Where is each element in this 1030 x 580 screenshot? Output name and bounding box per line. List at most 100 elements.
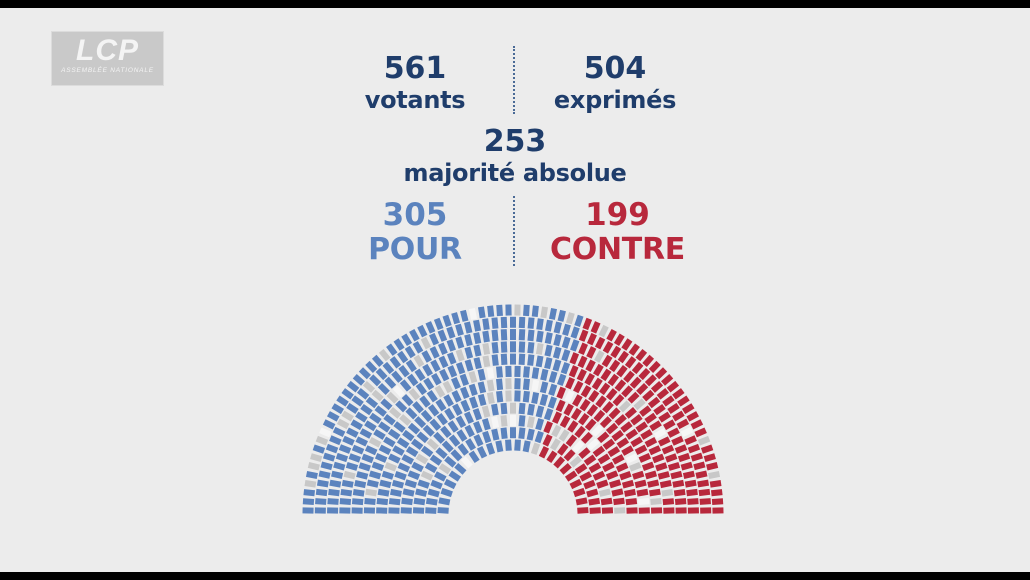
hemicycle-seat — [518, 329, 526, 341]
hemicycle-seat — [681, 403, 695, 415]
hemicycle-seat — [522, 440, 531, 453]
hemicycle-seat — [586, 332, 597, 346]
hemicycle-seat — [496, 390, 504, 403]
hemicycle-seat — [413, 354, 425, 368]
hemicycle-seat — [670, 470, 683, 480]
hemicycle-seat — [579, 398, 591, 412]
hemicycle-seat — [634, 479, 647, 489]
hemicycle-seat — [661, 489, 674, 497]
hemicycle-seat — [459, 373, 470, 387]
hemicycle-seat — [482, 343, 491, 355]
hemicycle-seat — [315, 488, 328, 497]
hemicycle-seat — [536, 318, 544, 331]
hemicycle-seat — [369, 412, 382, 424]
hemicycle-seat — [708, 470, 721, 480]
hemicycle-seat — [672, 479, 685, 488]
hemicycle-seat — [686, 411, 699, 422]
hemicycle-seat — [413, 497, 426, 506]
hemicycle-seat — [482, 430, 492, 444]
hemicycle-seat — [672, 410, 685, 422]
hemicycle-seat — [626, 507, 638, 514]
hemicycle-seat — [354, 480, 367, 489]
hemicycle-seat — [625, 453, 638, 464]
hemicycle-seat — [464, 334, 473, 347]
contre-count: 199 — [585, 197, 650, 233]
hemicycle-seat — [606, 329, 617, 342]
hemicycle-seat — [328, 488, 340, 497]
hemicycle-seat — [351, 498, 364, 506]
hemicycle-seat — [414, 416, 427, 429]
hemicycle-seat — [548, 307, 558, 320]
hemicycle-seat — [336, 395, 349, 407]
hemicycle-seat — [588, 497, 601, 506]
hemicycle-seat — [601, 354, 613, 368]
hemicycle-seat — [420, 336, 432, 350]
hemicycle-seat — [618, 400, 631, 413]
hemicycle-seat — [628, 462, 642, 472]
hemicycle-seat — [472, 408, 483, 421]
hemicycle-seat — [437, 507, 449, 514]
hemicycle-seat — [693, 461, 706, 471]
hemicycle-seat — [596, 479, 609, 489]
logo-text: LCP — [76, 34, 139, 67]
hemicycle-seat — [601, 507, 614, 514]
hemicycle-seat — [699, 498, 711, 505]
hemicycle-seat — [360, 404, 373, 416]
hemicycle-seat — [540, 368, 549, 381]
hemicycle-seat — [700, 444, 714, 454]
hemicycle-seat — [359, 428, 373, 439]
hemicycle-seat — [615, 462, 629, 473]
hemicycle-seat — [510, 341, 516, 353]
hemicycle-seat — [697, 435, 711, 446]
hemicycle-seat — [388, 507, 400, 514]
hemicycle-seat — [352, 489, 365, 497]
hemicycle-seat — [442, 314, 452, 328]
hemicycle-seat — [391, 479, 405, 489]
hemicycle-seat — [448, 434, 461, 447]
hemicycle-seat — [315, 498, 327, 505]
hemicycle-seat — [333, 461, 346, 471]
hemicycle-seat — [325, 443, 339, 454]
hemicycle-seat — [553, 456, 566, 469]
hemicycle-seat — [690, 452, 703, 462]
hemicycle-seat — [542, 434, 553, 447]
hemicycle-seat — [414, 368, 426, 382]
hemicycle-seat — [444, 407, 456, 421]
hemicycle-seat — [419, 395, 431, 408]
hemicycle-seat — [535, 355, 544, 368]
hemicycle-seat — [312, 444, 326, 454]
hemicycle-seat — [575, 497, 588, 506]
hemicycle-seat — [339, 507, 351, 514]
hemicycle-seat — [600, 368, 612, 382]
hemicycle-seat — [563, 449, 576, 462]
hemicycle-seat — [460, 456, 473, 469]
hemicycle-seat — [456, 429, 468, 442]
hemicycle-seat — [356, 388, 370, 400]
hemicycle-seat — [518, 353, 526, 366]
hemicycle-seat — [500, 353, 508, 366]
hemicycle-seat — [477, 381, 487, 394]
hemicycle-seat — [667, 402, 680, 414]
hemicycle-seat — [695, 470, 708, 479]
hemicycle-seat — [434, 385, 446, 398]
hemicycle-seat — [392, 445, 405, 456]
hemicycle-seat — [656, 388, 670, 400]
hemicycle-seat — [468, 307, 478, 320]
hemicycle-seat — [320, 461, 333, 471]
hemicycle-seat — [652, 453, 665, 464]
hemicycle-seat — [574, 314, 584, 328]
hemicycle-seat — [425, 497, 438, 506]
hemicycle-seat — [576, 368, 587, 382]
hemicycle-seat — [365, 396, 379, 409]
hemicycle-seat — [396, 437, 410, 449]
hemicycle-seat — [540, 306, 548, 319]
hemicycle-seat — [552, 359, 562, 372]
hemicycle-seat — [578, 447, 591, 459]
hemicycle-seat — [505, 365, 512, 378]
hemicycle-seat — [411, 461, 424, 473]
exprimes-label: exprimés — [553, 86, 677, 114]
hemicycle-seat — [534, 430, 544, 444]
divider-bottom — [513, 196, 515, 266]
hemicycle-seat — [440, 487, 453, 498]
hemicycle-seat — [510, 329, 516, 341]
